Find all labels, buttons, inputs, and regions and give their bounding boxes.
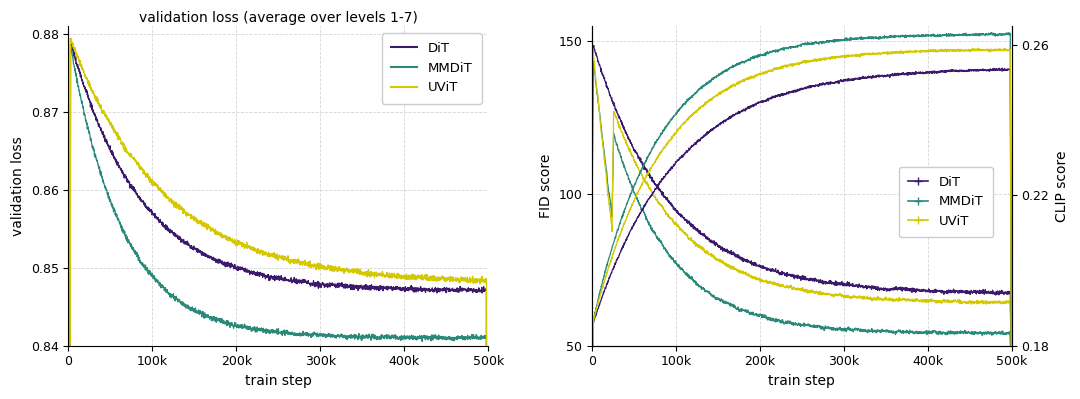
Line: DiT: DiT	[592, 45, 1012, 386]
MMDiT	[470, 334, 483, 339]
DiT	[585, 255, 598, 259]
UViT	[994, 300, 1007, 305]
UViT	[916, 298, 929, 303]
DiT	[994, 290, 1007, 295]
MMDiT	[994, 330, 1007, 335]
DiT	[779, 272, 792, 277]
UViT	[83, 82, 96, 87]
Legend: DiT, MMDiT, UViT: DiT, MMDiT, UViT	[381, 33, 482, 104]
DiT	[789, 275, 802, 280]
MMDiT	[255, 326, 268, 330]
MMDiT	[64, 43, 77, 47]
DiT	[64, 36, 77, 41]
UViT	[789, 286, 802, 290]
MMDiT	[267, 331, 280, 336]
MMDiT	[470, 332, 483, 337]
UViT	[585, 268, 598, 273]
Legend: DiT, MMDiT, UViT: DiT, MMDiT, UViT	[899, 166, 993, 237]
MMDiT	[994, 331, 1007, 336]
DiT	[393, 286, 406, 291]
Line: UViT: UViT	[68, 39, 488, 399]
UViT	[607, 124, 620, 129]
Line: MMDiT: MMDiT	[68, 45, 488, 399]
Line: DiT: DiT	[68, 39, 488, 399]
Line: MMDiT: MMDiT	[592, 53, 1012, 399]
Y-axis label: validation loss: validation loss	[11, 136, 25, 236]
DiT	[255, 271, 268, 276]
UViT	[470, 277, 483, 281]
DiT	[470, 290, 483, 295]
Y-axis label: CLIP score: CLIP score	[1055, 150, 1069, 222]
MMDiT	[916, 330, 929, 334]
UViT	[586, 46, 599, 51]
MMDiT	[83, 134, 96, 139]
DiT	[994, 288, 1007, 293]
MMDiT	[393, 336, 406, 340]
MMDiT	[789, 321, 802, 326]
UViT	[65, 36, 78, 41]
DiT	[1005, 383, 1018, 388]
DiT	[267, 275, 280, 280]
UViT	[267, 254, 280, 259]
X-axis label: train step: train step	[245, 374, 312, 388]
UViT	[470, 279, 483, 284]
Y-axis label: FID score: FID score	[539, 154, 553, 218]
MMDiT	[607, 142, 620, 146]
DiT	[607, 100, 620, 105]
Line: UViT: UViT	[592, 48, 1012, 399]
UViT	[255, 249, 268, 254]
UViT	[779, 285, 792, 290]
Title: validation loss (average over levels 1-7): validation loss (average over levels 1-7…	[139, 11, 418, 25]
DiT	[83, 100, 96, 105]
UViT	[393, 273, 406, 277]
MMDiT	[585, 271, 598, 276]
MMDiT	[779, 321, 792, 326]
MMDiT	[586, 51, 599, 56]
DiT	[588, 43, 600, 48]
DiT	[470, 287, 483, 292]
X-axis label: train step: train step	[768, 374, 835, 388]
UViT	[994, 300, 1007, 305]
DiT	[916, 287, 929, 292]
